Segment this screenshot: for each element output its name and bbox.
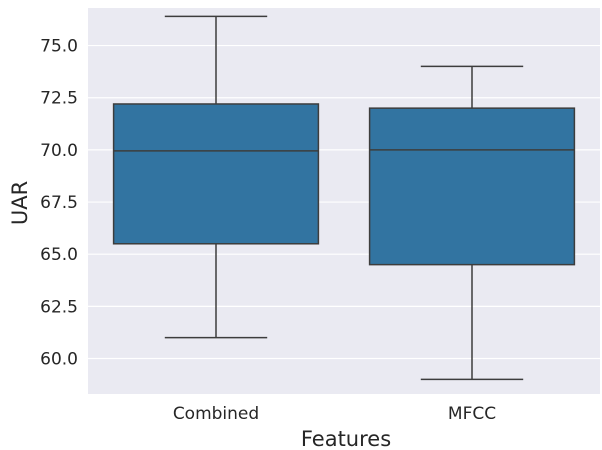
y-tick-label: 65.0 xyxy=(40,245,78,265)
box-combined xyxy=(112,15,320,339)
x-tick-label: Combined xyxy=(173,404,259,424)
y-tick-label: 67.5 xyxy=(40,193,78,213)
iqr-box xyxy=(368,107,576,266)
x-tick-labels: Combined MFCC xyxy=(173,404,496,424)
y-tick-label: 62.5 xyxy=(40,297,78,317)
boxes-group xyxy=(112,15,576,381)
y-tick-label: 72.5 xyxy=(40,89,78,109)
iqr-box xyxy=(112,103,320,245)
y-tick-label: 70.0 xyxy=(40,141,78,161)
y-axis-label: UAR xyxy=(8,181,32,225)
x-tick-label: MFCC xyxy=(448,404,496,424)
x-axis-label: Features xyxy=(301,427,391,450)
y-tick-label: 60.0 xyxy=(40,350,78,370)
y-tick-label: 75.0 xyxy=(40,37,78,57)
y-tick-labels: 60.0 62.5 65.0 67.5 70.0 72.5 75.0 xyxy=(40,37,78,370)
box-mfcc xyxy=(368,65,576,381)
